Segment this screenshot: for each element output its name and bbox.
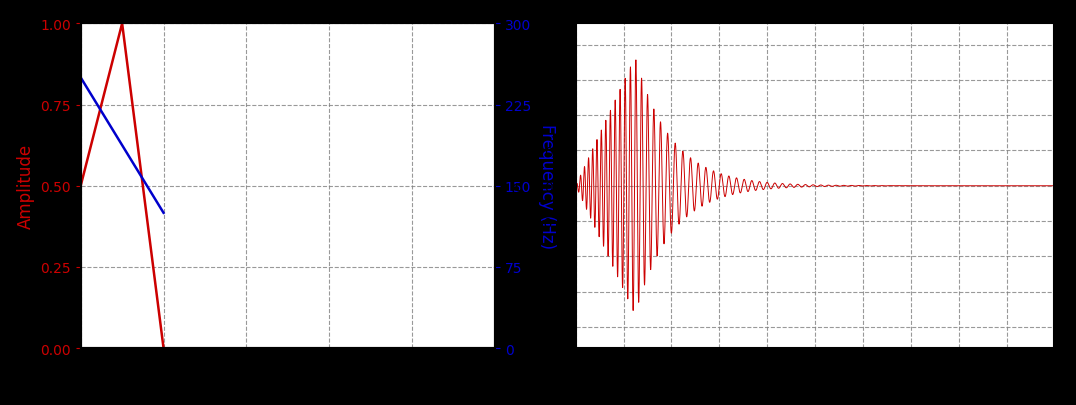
X-axis label: Time (ms): Time (ms): [773, 377, 858, 395]
X-axis label: Time (ms): Time (ms): [245, 377, 330, 395]
Y-axis label: Acceleration (g): Acceleration (g): [509, 121, 527, 252]
Y-axis label: Frequency (Hz): Frequency (Hz): [538, 124, 556, 249]
Y-axis label: Amplitude: Amplitude: [16, 144, 34, 229]
